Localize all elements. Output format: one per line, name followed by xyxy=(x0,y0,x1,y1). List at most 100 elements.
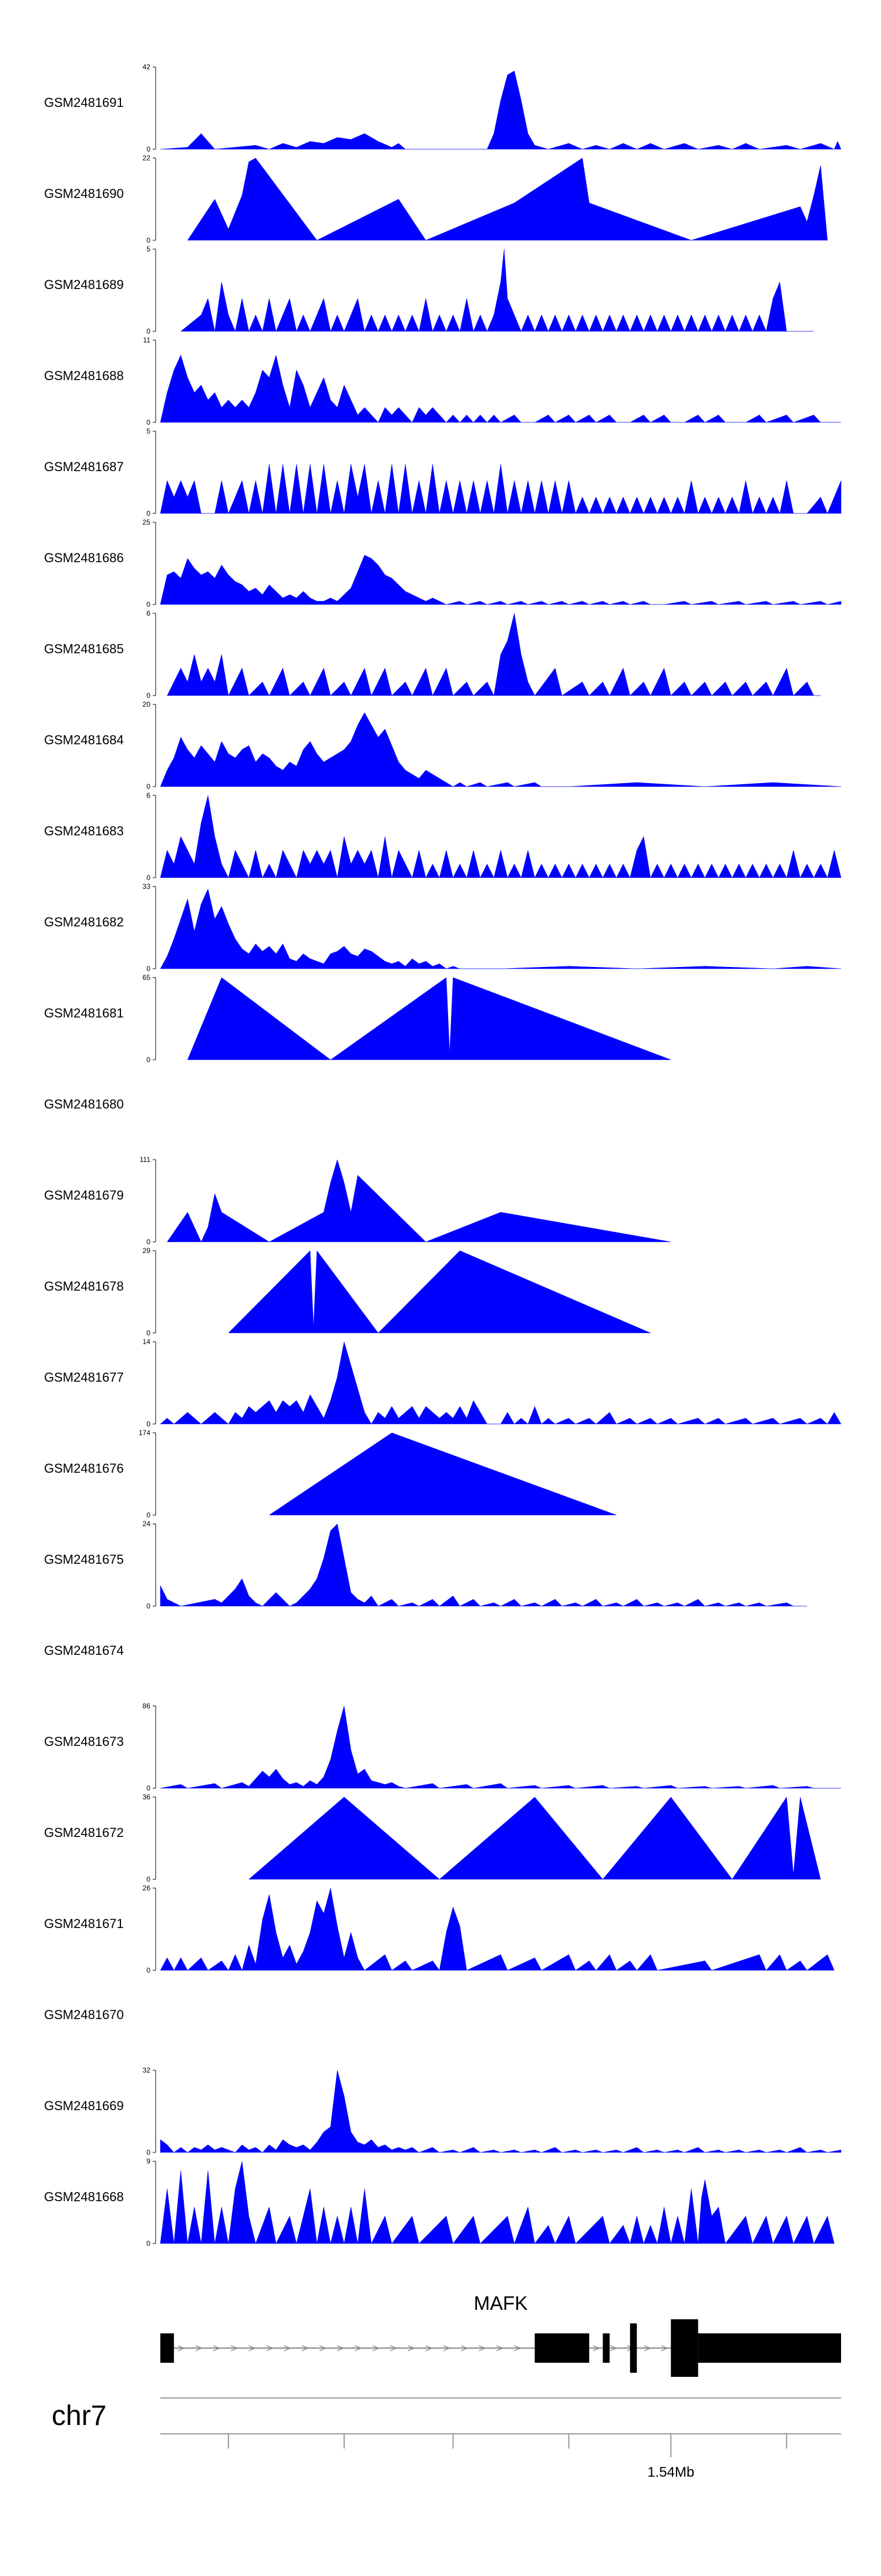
y-tick-label-max: 14 xyxy=(143,1338,151,1346)
intron-arrow: > xyxy=(372,2342,379,2355)
track-label: GSM2481670 xyxy=(44,2007,124,2022)
track-GSM2481691: GSM2481691 42 0 xyxy=(44,63,842,153)
y-tick-label-zero: 0 xyxy=(146,1238,150,1246)
track-label: GSM2481674 xyxy=(44,1643,124,1658)
track-GSM2481686: GSM2481686 25 0 xyxy=(44,518,842,609)
coverage-area xyxy=(160,795,842,878)
coverage-area xyxy=(248,1796,821,1880)
coverage-area xyxy=(160,354,841,423)
track-label: GSM2481681 xyxy=(44,1006,124,1020)
coverage-area xyxy=(160,2070,842,2153)
gene-exon xyxy=(630,2323,637,2373)
track-GSM2481672: GSM2481672 36 0 xyxy=(44,1793,821,1883)
track-GSM2481673: GSM2481673 86 0 xyxy=(44,1702,841,1792)
track-GSM2481681: GSM2481681 65 0 xyxy=(44,973,671,1064)
track-label: GSM2481689 xyxy=(44,277,124,292)
intron-arrow: > xyxy=(337,2342,344,2355)
gene-exon xyxy=(671,2319,698,2377)
gene-exon xyxy=(698,2333,841,2363)
coverage-area xyxy=(167,613,821,696)
intron-arrow: > xyxy=(230,2342,237,2355)
coverage-area xyxy=(160,1341,842,1425)
intron-arrow: > xyxy=(390,2342,397,2355)
coverage-area xyxy=(180,248,814,332)
y-tick-label-zero: 0 xyxy=(146,874,150,882)
track-label: GSM2481690 xyxy=(44,186,124,201)
intron-arrow: > xyxy=(425,2342,432,2355)
track-label: GSM2481683 xyxy=(44,824,124,838)
y-tick-label-max: 6 xyxy=(146,609,150,617)
axis-tick-label: 1.54Mb xyxy=(647,2464,694,2480)
y-tick-label-zero: 0 xyxy=(146,782,150,791)
track-label: GSM2481682 xyxy=(44,915,124,929)
track-GSM2481668: GSM2481668 9 0 xyxy=(44,2157,835,2248)
y-tick-label-max: 5 xyxy=(146,427,150,435)
track-label: GSM2481680 xyxy=(44,1097,124,1111)
intron-arrow: > xyxy=(301,2342,308,2355)
track-label: GSM2481675 xyxy=(44,1552,124,1567)
track-label: GSM2481668 xyxy=(44,2189,124,2204)
y-tick-label-max: 42 xyxy=(143,63,151,71)
intron-arrow: > xyxy=(496,2342,503,2355)
coverage-area xyxy=(187,977,671,1060)
coverage-area xyxy=(228,1250,651,1334)
y-tick-label-max: 29 xyxy=(143,1247,151,1255)
track-GSM2481687: GSM2481687 5 0 xyxy=(44,427,842,518)
track-label: GSM2481672 xyxy=(44,1825,124,1840)
intron-arrow: > xyxy=(213,2342,220,2355)
intron-arrow: > xyxy=(644,2342,651,2355)
y-tick-label-zero: 0 xyxy=(146,145,150,153)
coverage-area xyxy=(160,888,842,969)
track-label: GSM2481691 xyxy=(44,95,124,110)
genome-axis: chr7 1.54Mb xyxy=(52,2397,841,2480)
track-label: GSM2481673 xyxy=(44,1734,124,1749)
y-tick-label-max: 26 xyxy=(143,1884,151,1892)
coverage-area xyxy=(160,1888,835,1971)
track-label: GSM2481678 xyxy=(44,1279,124,1294)
track-label: GSM2481679 xyxy=(44,1188,124,1203)
intron-arrow: > xyxy=(354,2342,361,2355)
track-GSM2481669: GSM2481669 32 0 xyxy=(44,2066,842,2157)
y-tick-label-max: 9 xyxy=(146,2157,150,2165)
track-GSM2481676: GSM2481676 174 0 xyxy=(44,1429,617,1519)
track-label: GSM2481669 xyxy=(44,2098,124,2113)
track-GSM2481674: GSM2481674 xyxy=(44,1643,124,1658)
y-tick-label-max: 33 xyxy=(143,882,151,891)
track-label: GSM2481676 xyxy=(44,1461,124,1476)
y-tick-label-zero: 0 xyxy=(146,1329,150,1337)
track-label: GSM2481677 xyxy=(44,1370,124,1385)
intron-arrow: > xyxy=(610,2342,617,2355)
gene-exon xyxy=(603,2333,610,2363)
intron-arrow: > xyxy=(593,2342,600,2355)
coverage-area xyxy=(160,712,842,787)
track-GSM2481683: GSM2481683 6 0 xyxy=(44,791,842,882)
intron-arrow: > xyxy=(248,2342,255,2355)
y-tick-label-zero: 0 xyxy=(146,1966,150,1974)
intron-arrow: > xyxy=(195,2342,202,2355)
y-tick-label-max: 22 xyxy=(143,154,151,162)
intron-arrow: > xyxy=(408,2342,415,2355)
track-GSM2481688: GSM2481688 11 0 xyxy=(44,336,841,426)
gene-label: MAFK xyxy=(474,2292,528,2314)
intron-arrow: > xyxy=(478,2342,485,2355)
y-tick-label-zero: 0 xyxy=(146,327,150,335)
coverage-area xyxy=(160,555,842,605)
y-tick-label-max: 25 xyxy=(143,518,151,526)
track-GSM2481690: GSM2481690 22 0 xyxy=(44,154,828,244)
coverage-area xyxy=(268,1432,617,1516)
track-GSM2481679: GSM2481679 111 0 xyxy=(44,1156,671,1246)
intron-arrow: > xyxy=(443,2342,450,2355)
coverage-area xyxy=(160,464,842,514)
y-tick-label-zero: 0 xyxy=(146,1602,150,1610)
y-tick-label-max: 32 xyxy=(143,2066,151,2074)
track-label: GSM2481686 xyxy=(44,550,124,565)
y-tick-label-zero: 0 xyxy=(146,600,150,609)
track-GSM2481675: GSM2481675 24 0 xyxy=(44,1520,807,1610)
track-GSM2481680: GSM2481680 xyxy=(44,1097,124,1111)
track-GSM2481682: GSM2481682 33 0 xyxy=(44,882,842,973)
track-GSM2481671: GSM2481671 26 0 xyxy=(44,1884,835,1974)
coverage-area xyxy=(187,157,828,241)
y-tick-label-zero: 0 xyxy=(146,236,150,244)
